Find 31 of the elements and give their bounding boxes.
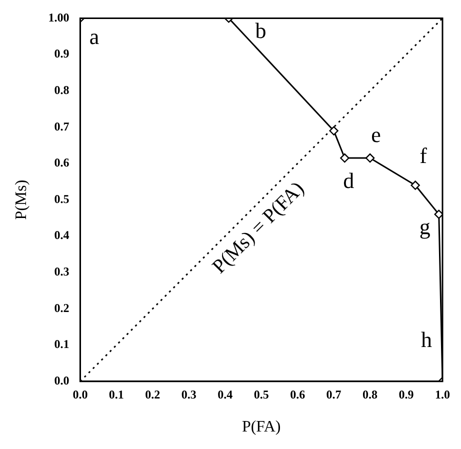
y-tick-label: 0.8 (54, 82, 70, 97)
x-tick-label: 0.9 (398, 388, 414, 402)
y-tick-label: 0.9 (54, 46, 70, 61)
y-tick-label: 0.3 (54, 264, 70, 279)
x-tick-label: 0.2 (145, 388, 160, 402)
x-tick-label: 0.1 (108, 388, 124, 402)
annotation: g (419, 214, 430, 240)
x-tick-label: 0.4 (218, 388, 233, 402)
y-axis-title: P(Ms) (12, 180, 30, 220)
annotation: f (420, 143, 428, 168)
x-tick-label: 0.7 (326, 388, 342, 402)
x-tick-label: 1.0 (435, 388, 450, 402)
x-tick-label: 0.6 (290, 388, 306, 402)
y-tick-label: 0.6 (54, 156, 70, 170)
x-axis-title: P(FA) (242, 418, 281, 436)
x-tick-label: 0.3 (181, 388, 196, 402)
y-tick-label: 0.5 (54, 192, 70, 206)
y-tick-label: 1.00 (48, 10, 70, 24)
annotation: b (255, 18, 266, 43)
annotation: h (421, 327, 432, 352)
annotation: e (371, 122, 381, 147)
y-tick-label: 0.7 (54, 119, 70, 134)
annotation: d (343, 168, 354, 193)
y-tick-label: 0.1 (54, 337, 70, 352)
y-tick-label: 0.0 (54, 373, 70, 388)
x-tick-label: 0.0 (72, 388, 88, 402)
y-tick-label: 0.2 (54, 300, 70, 315)
x-tick-label: 0.5 (254, 388, 269, 402)
annotation: a (89, 24, 100, 49)
x-tick-label: 0.8 (362, 388, 378, 402)
y-tick-label: 0.4 (54, 228, 70, 242)
